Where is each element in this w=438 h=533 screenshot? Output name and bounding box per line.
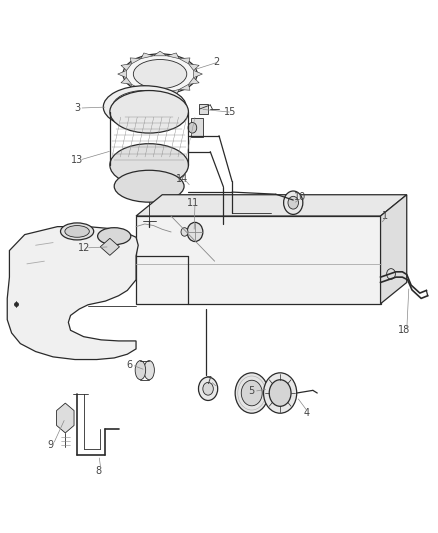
Text: 3: 3 <box>74 103 80 113</box>
Polygon shape <box>153 51 167 56</box>
Circle shape <box>241 380 262 406</box>
Polygon shape <box>194 70 202 78</box>
Ellipse shape <box>60 223 94 240</box>
Ellipse shape <box>65 225 89 237</box>
Polygon shape <box>188 78 199 84</box>
Text: 2: 2 <box>214 57 220 67</box>
Circle shape <box>203 382 213 395</box>
Polygon shape <box>121 78 132 84</box>
Text: 4: 4 <box>303 408 309 418</box>
Ellipse shape <box>103 86 186 128</box>
Polygon shape <box>191 118 203 138</box>
Text: 13: 13 <box>71 155 83 165</box>
Ellipse shape <box>110 91 188 133</box>
Text: 14: 14 <box>176 174 188 184</box>
Ellipse shape <box>98 228 131 245</box>
Circle shape <box>387 269 396 279</box>
Polygon shape <box>7 227 138 360</box>
Circle shape <box>235 373 268 413</box>
Text: 15: 15 <box>224 107 236 117</box>
Text: 12: 12 <box>78 243 90 253</box>
Polygon shape <box>141 53 153 59</box>
Circle shape <box>284 191 303 214</box>
Text: 9: 9 <box>48 440 54 450</box>
Text: 6: 6 <box>127 360 133 370</box>
Circle shape <box>181 228 188 236</box>
Polygon shape <box>179 84 190 90</box>
Text: 5: 5 <box>249 386 255 397</box>
Ellipse shape <box>113 91 177 124</box>
Ellipse shape <box>144 361 154 379</box>
Text: 10: 10 <box>293 192 306 203</box>
Text: 18: 18 <box>399 325 411 335</box>
Text: 8: 8 <box>96 466 102 476</box>
Polygon shape <box>141 90 153 95</box>
Polygon shape <box>153 92 167 97</box>
Text: 1: 1 <box>382 211 388 221</box>
Ellipse shape <box>110 144 188 186</box>
Polygon shape <box>136 195 407 216</box>
Circle shape <box>187 222 203 241</box>
Polygon shape <box>188 64 199 70</box>
Ellipse shape <box>123 54 197 94</box>
Polygon shape <box>167 90 179 95</box>
Ellipse shape <box>135 361 146 379</box>
Circle shape <box>288 196 298 209</box>
Text: 11: 11 <box>187 198 199 208</box>
Text: 7: 7 <box>205 376 211 386</box>
Polygon shape <box>167 53 179 59</box>
Circle shape <box>264 373 297 413</box>
Circle shape <box>269 379 291 406</box>
Circle shape <box>198 377 218 400</box>
Polygon shape <box>199 104 208 115</box>
Polygon shape <box>136 216 381 304</box>
Polygon shape <box>179 58 190 64</box>
Ellipse shape <box>133 60 187 88</box>
Ellipse shape <box>188 123 197 133</box>
Polygon shape <box>381 195 407 304</box>
Polygon shape <box>57 403 74 433</box>
Polygon shape <box>130 58 141 64</box>
Polygon shape <box>118 70 127 78</box>
Polygon shape <box>121 64 132 70</box>
Polygon shape <box>130 84 141 90</box>
Polygon shape <box>100 238 120 255</box>
Ellipse shape <box>114 170 184 202</box>
